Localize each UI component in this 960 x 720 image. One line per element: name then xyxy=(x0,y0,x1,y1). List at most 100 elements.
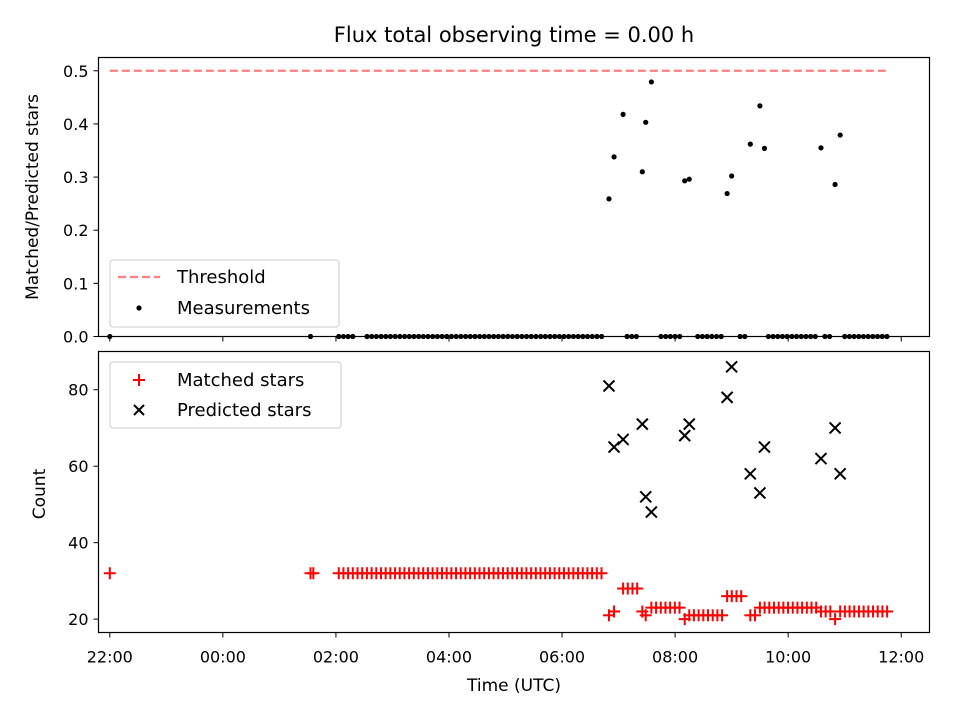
measurement-point xyxy=(793,333,800,340)
measurement-point xyxy=(682,178,688,184)
measurement-point xyxy=(561,333,567,340)
predicted-star-marker xyxy=(636,417,649,431)
measurement-point xyxy=(599,333,605,340)
measurement-point xyxy=(547,333,553,340)
matched-star-marker xyxy=(595,567,608,580)
top-y-tick-label: 0.2 xyxy=(63,221,88,240)
bottom-y-tick-label: 80 xyxy=(68,381,88,400)
bottom-y-tick-label: 40 xyxy=(68,534,88,553)
top-y-tick-label: 0.4 xyxy=(63,115,88,134)
measurement-point xyxy=(803,333,809,340)
measurement-point xyxy=(629,333,635,340)
predicted-star-marker xyxy=(814,452,828,465)
measurement-point xyxy=(812,333,818,340)
x-tick-label: 12:00 xyxy=(878,648,924,667)
measurement-point xyxy=(364,333,370,340)
measurement-point xyxy=(523,333,530,340)
x-tick-label: 04:00 xyxy=(426,648,472,667)
measurement-point xyxy=(874,333,881,340)
predicted-star-stroke xyxy=(602,379,616,393)
measurement-point xyxy=(611,154,617,160)
measurement-point xyxy=(570,333,577,340)
measurement-point xyxy=(798,333,804,340)
measurement-point xyxy=(658,333,664,340)
predicted-star-stroke xyxy=(645,505,658,519)
measurement-point xyxy=(808,333,814,340)
measurement-point xyxy=(439,333,445,340)
measurement-point xyxy=(307,333,314,340)
top-legend: Threshold Measurements xyxy=(109,259,340,328)
measurement-point xyxy=(677,333,683,340)
measurement-point xyxy=(411,333,417,340)
predicted-star-stroke xyxy=(833,467,847,481)
measurement-point xyxy=(633,333,640,340)
measurement-point xyxy=(837,132,843,138)
measurement-point xyxy=(704,333,710,340)
bottom-y-axis-label: Count xyxy=(30,468,50,519)
measurement-point xyxy=(870,333,876,340)
bottom-y-tick-label: 20 xyxy=(68,610,88,629)
legend-measurements-marker xyxy=(136,305,142,311)
measurement-point xyxy=(832,181,838,188)
measurement-point xyxy=(552,333,558,340)
legend-predicted-label: Predicted stars xyxy=(177,400,311,421)
x-tick-label: 06:00 xyxy=(539,648,585,667)
measurement-point xyxy=(779,333,786,340)
predicted-star-stroke xyxy=(828,421,842,435)
predicted-star-marker xyxy=(753,486,767,500)
measurement-point xyxy=(538,333,544,340)
x-tick-label: 08:00 xyxy=(652,648,698,667)
predicted-star-marker xyxy=(645,505,658,519)
predicted-star-marker xyxy=(720,391,734,404)
measurement-point xyxy=(624,333,630,340)
matched-star-marker xyxy=(716,609,729,622)
measurement-point xyxy=(718,333,724,340)
matched-star-marker xyxy=(748,609,761,622)
measurement-point xyxy=(397,333,403,340)
measurement-point xyxy=(667,333,673,340)
predicted-star-stroke xyxy=(744,467,757,481)
bottom-y-tick-label: 60 xyxy=(68,457,88,476)
measurement-point xyxy=(879,333,885,340)
matched-star-marker xyxy=(631,582,644,595)
predicted-star-marker xyxy=(683,417,696,431)
matched-star-marker xyxy=(103,567,116,580)
measurement-point xyxy=(340,333,347,340)
measurement-point xyxy=(713,333,720,340)
measurement-point xyxy=(542,333,548,340)
measurement-point xyxy=(770,333,776,340)
measurement-point xyxy=(514,333,520,340)
measurement-point xyxy=(584,333,591,340)
measurement-point xyxy=(477,333,483,340)
measurement-point xyxy=(462,333,469,340)
measurement-point xyxy=(519,333,525,340)
top-y-tick-label: 0.5 xyxy=(63,62,88,81)
measurement-point xyxy=(639,169,645,175)
measurement-point xyxy=(420,333,426,340)
measurement-point xyxy=(533,333,539,340)
predicted-star-marker xyxy=(639,490,652,503)
legend-matched-label: Matched stars xyxy=(177,370,304,391)
measurement-point xyxy=(416,333,422,340)
predicted-star-marker xyxy=(833,467,847,481)
measurement-point xyxy=(856,333,862,340)
matched-star-marker xyxy=(608,605,621,618)
chart-title: Flux total observing time = 0.00 h xyxy=(334,23,694,47)
measurement-point xyxy=(444,333,450,340)
measurement-point xyxy=(884,333,890,340)
predicted-star-marker xyxy=(616,433,630,446)
measurement-point xyxy=(842,333,848,340)
top-y-tick-label: 0.3 xyxy=(63,168,88,187)
predicted-star-stroke xyxy=(720,391,734,404)
predicted-star-stroke xyxy=(753,486,767,500)
x-tick-label: 00:00 xyxy=(200,648,246,667)
measurement-point xyxy=(765,333,771,340)
matched-star-marker xyxy=(735,590,748,603)
measurement-point xyxy=(643,119,649,125)
measurement-point xyxy=(566,333,572,340)
legend-predicted-marker xyxy=(133,404,145,416)
x-axis-label: Time (UTC) xyxy=(466,676,561,696)
matched-star-marker xyxy=(673,601,686,614)
measurement-point xyxy=(851,333,857,340)
